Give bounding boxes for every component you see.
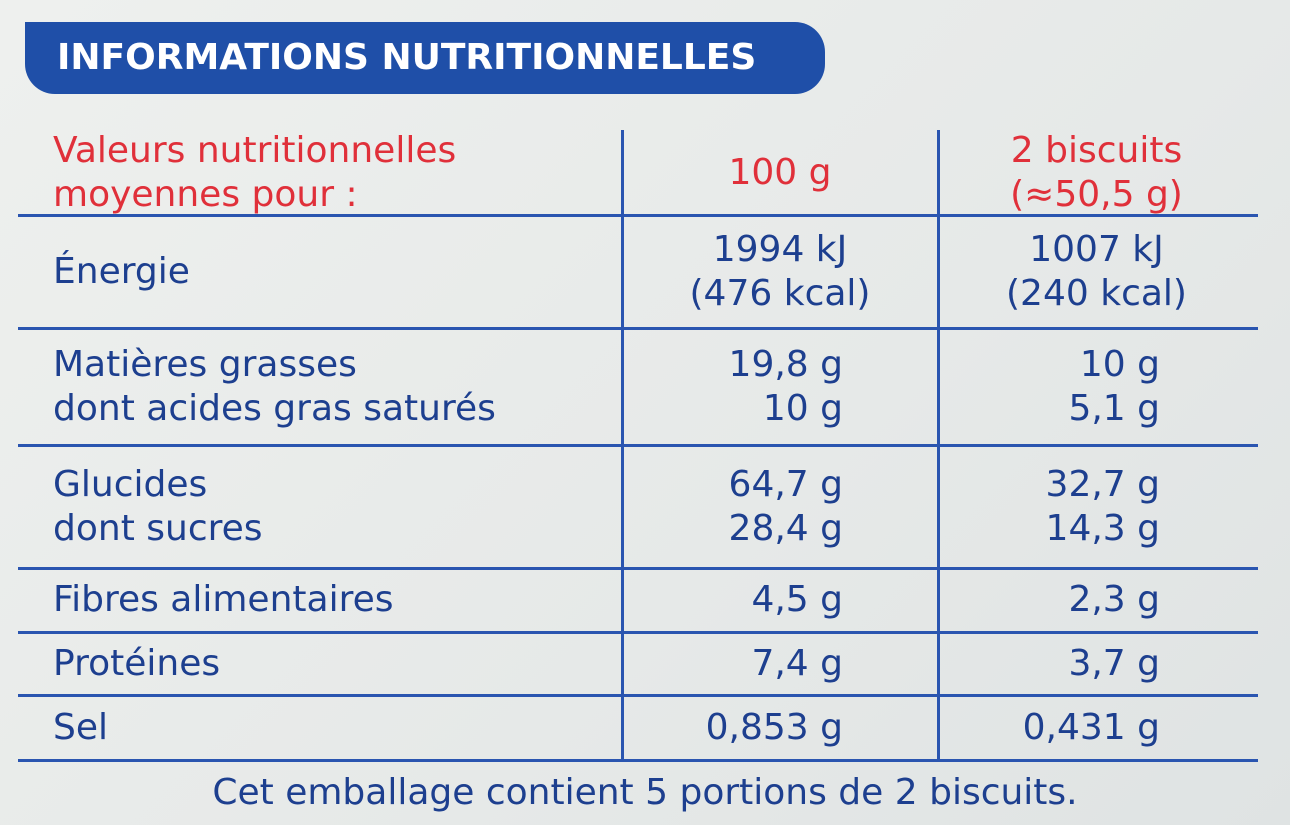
table-cell: 19,8 g 10 g (622, 328, 843, 445)
row-divider (18, 327, 1258, 330)
cell-line: 4,5 g (751, 579, 843, 620)
cell-line: 2 biscuits (1010, 129, 1183, 171)
row-divider (18, 567, 1258, 570)
cell-line: dont acides gras saturés (53, 387, 496, 429)
column-divider (621, 130, 624, 760)
header-cell: 100 g (622, 130, 938, 215)
cell-line: 10 g (762, 387, 843, 429)
cell-line: 2,3 g (1068, 579, 1160, 620)
cell-line: 5,1 g (1068, 387, 1160, 429)
cell-line: 10 g (1079, 343, 1160, 385)
table-cell: 10 g 5,1 g (938, 328, 1160, 445)
cell-line: moyennes pour : (53, 173, 358, 215)
table-cell: 3,7 g (938, 632, 1160, 695)
column-divider (937, 130, 940, 760)
table-cell: Protéines (53, 632, 527, 695)
cell-line: dont sucres (53, 507, 263, 549)
cell-line: 0,431 g (1022, 706, 1160, 748)
header-cell: 2 biscuits (≈50,5 g) (938, 130, 1255, 215)
row-divider (18, 631, 1258, 634)
cell-line: 1994 kJ (712, 228, 848, 270)
header-cell: Valeurs nutritionnelles moyennes pour : (53, 130, 622, 215)
table-cell: Énergie (53, 215, 622, 328)
table-cell: 7,4 g (622, 632, 843, 695)
cell-line: Matières grasses (53, 343, 357, 385)
cell-line: Protéines (53, 642, 221, 684)
cell-line: Glucides (53, 463, 208, 505)
cell-line: Fibres alimentaires (53, 579, 394, 620)
table-cell: 1994 kJ (476 kcal) (622, 215, 938, 328)
table-cell: 1007 kJ (240 kcal) (938, 215, 1255, 328)
cell-line: 14,3 g (1045, 507, 1160, 549)
table-cell: 0,431 g (938, 695, 1160, 760)
row-divider (18, 759, 1258, 762)
table-cell: Sel (53, 695, 527, 760)
cell-line: (240 kcal) (1006, 272, 1187, 314)
cell-line: 28,4 g (728, 507, 843, 549)
cell-line: Énergie (53, 250, 190, 292)
cell-line: 64,7 g (728, 463, 843, 505)
row-divider (18, 444, 1258, 447)
cell-line: Sel (53, 706, 109, 748)
cell-line: 0,853 g (705, 706, 843, 748)
cell-line: 1007 kJ (1029, 228, 1164, 270)
footer-note: Cet emballage contient 5 portions de 2 b… (212, 772, 1078, 813)
table-cell: Fibres alimentaires (53, 568, 527, 632)
cell-line: 3,7 g (1068, 642, 1160, 684)
cell-line: 19,8 g (728, 343, 843, 385)
table-cell: 0,853 g (622, 695, 843, 760)
cell-line: 7,4 g (751, 642, 843, 684)
table-cell: Matières grasses dont acides gras saturés (53, 328, 527, 445)
cell-line: (≈50,5 g) (1010, 173, 1183, 215)
table-cell: Glucides dont sucres (53, 445, 527, 568)
title-banner: INFORMATIONS NUTRITIONNELLES (25, 22, 825, 94)
table-cell: 4,5 g (622, 568, 843, 632)
cell-line: (476 kcal) (689, 272, 871, 314)
cell-line: Valeurs nutritionnelles (53, 129, 457, 171)
row-divider (18, 214, 1258, 217)
table-cell: 2,3 g (938, 568, 1160, 632)
table-cell: 32,7 g 14,3 g (938, 445, 1160, 568)
title: INFORMATIONS NUTRITIONNELLES (57, 37, 757, 78)
row-divider (18, 694, 1258, 697)
cell-line: 100 g (728, 151, 832, 193)
table-cell: 64,7 g 28,4 g (622, 445, 843, 568)
cell-line: 32,7 g (1045, 463, 1160, 505)
